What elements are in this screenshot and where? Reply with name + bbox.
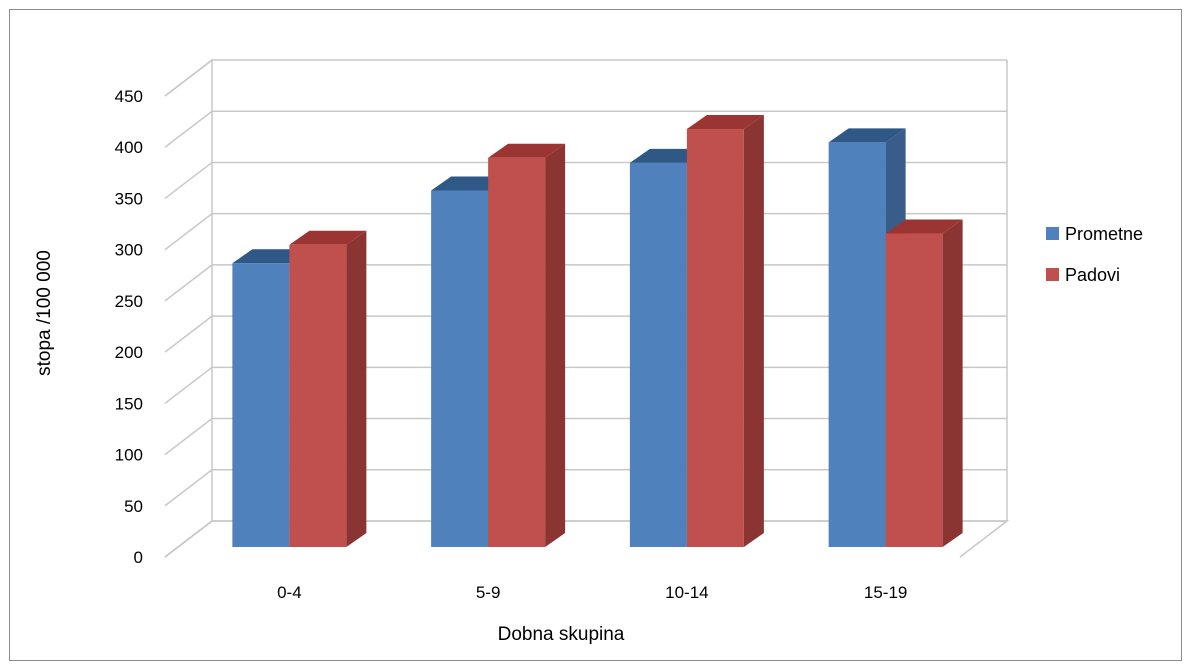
x-tick-label: 10-14 <box>665 583 708 602</box>
side-wall <box>164 58 213 558</box>
x-axis-title: Dobna skupina <box>498 624 625 645</box>
legend-label: Prometne <box>1065 224 1143 244</box>
bar-side <box>743 115 764 547</box>
y-tick-label: 300 <box>115 241 143 260</box>
bar-front <box>431 190 489 547</box>
y-tick-label: 0 <box>134 548 143 567</box>
bar-top <box>828 128 906 143</box>
bar-front <box>828 142 886 547</box>
y-tick-label: 100 <box>115 446 143 465</box>
bar-front <box>885 233 943 547</box>
legend-swatch <box>1046 227 1059 240</box>
bar-front <box>686 129 744 547</box>
y-tick-label: 400 <box>115 138 143 157</box>
y-tick-label: 50 <box>124 497 143 516</box>
y-axis-title: stopa /100 000 <box>34 250 55 376</box>
bar-front <box>488 157 546 547</box>
x-tick-label: 0-4 <box>277 583 302 602</box>
y-tick-label: 450 <box>115 87 143 106</box>
bar-front <box>629 162 687 548</box>
bar-front <box>289 244 347 548</box>
y-tick-label: 150 <box>115 394 143 413</box>
legend-swatch <box>1046 268 1059 281</box>
legend: Prometne Padovi <box>1046 224 1143 285</box>
x-tick-label: 15-19 <box>864 583 907 602</box>
bar <box>289 230 367 548</box>
bar-side <box>545 143 566 547</box>
y-tick-label: 350 <box>115 189 143 208</box>
bar-top <box>686 115 764 130</box>
bar <box>686 115 764 547</box>
bar-side <box>942 219 963 547</box>
y-tick-label: 250 <box>115 292 143 311</box>
y-tick-labels: 0 50 100 150 200 250 300 350 400 450 <box>115 87 143 567</box>
bar-top <box>488 143 566 158</box>
y-tick-label: 200 <box>115 343 143 362</box>
bars <box>232 115 963 548</box>
bar <box>488 143 566 547</box>
legend-label: Padovi <box>1065 265 1120 285</box>
gridline <box>164 59 1007 97</box>
bar-top <box>289 230 367 245</box>
bar-side <box>346 230 367 548</box>
bar-top <box>885 219 963 234</box>
bar-front <box>232 263 290 547</box>
x-tick-label: 5-9 <box>476 583 501 602</box>
bar <box>885 219 963 547</box>
x-tick-labels: 0-4 5-9 10-14 15-19 <box>277 583 907 602</box>
gridline <box>164 110 1007 148</box>
